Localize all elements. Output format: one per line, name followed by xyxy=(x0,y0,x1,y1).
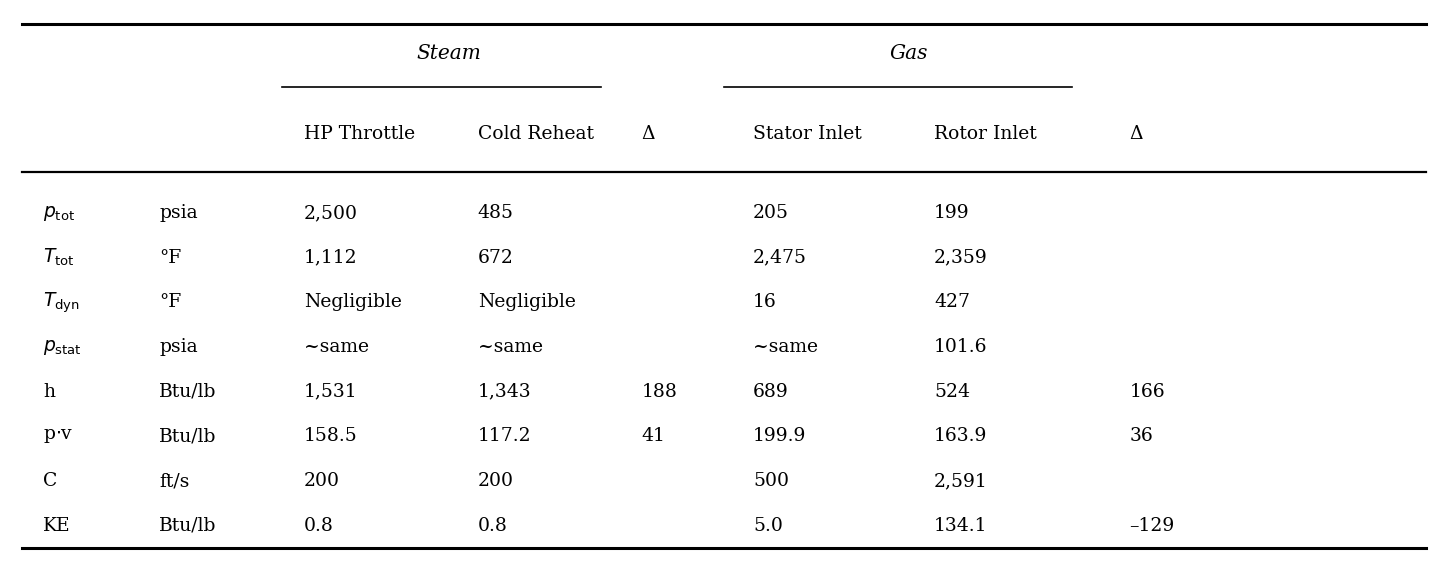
Text: ~same: ~same xyxy=(478,338,543,356)
Text: 2,500: 2,500 xyxy=(304,204,358,222)
Text: ~same: ~same xyxy=(753,338,818,356)
Text: 205: 205 xyxy=(753,204,789,222)
Text: ~same: ~same xyxy=(304,338,369,356)
Text: Cold Reheat: Cold Reheat xyxy=(478,125,594,143)
Text: KE: KE xyxy=(43,517,71,535)
Text: 2,475: 2,475 xyxy=(753,249,807,267)
Text: 134.1: 134.1 xyxy=(934,517,988,535)
Text: 485: 485 xyxy=(478,204,514,222)
Text: –129: –129 xyxy=(1129,517,1174,535)
Text: $p_\mathrm{stat}$: $p_\mathrm{stat}$ xyxy=(43,338,83,356)
Text: h: h xyxy=(43,383,55,401)
Text: 0.8: 0.8 xyxy=(478,517,508,535)
Text: 672: 672 xyxy=(478,249,514,267)
Text: 1,343: 1,343 xyxy=(478,383,531,401)
Text: p$\cdot$v: p$\cdot$v xyxy=(43,428,74,446)
Text: Steam: Steam xyxy=(417,44,481,63)
Text: 0.8: 0.8 xyxy=(304,517,334,535)
Text: $p_\mathrm{tot}$: $p_\mathrm{tot}$ xyxy=(43,204,75,223)
Text: psia: psia xyxy=(159,338,198,356)
Text: C: C xyxy=(43,472,58,490)
Text: Btu/lb: Btu/lb xyxy=(159,517,217,535)
Text: 2,359: 2,359 xyxy=(934,249,988,267)
Text: 200: 200 xyxy=(304,472,340,490)
Text: ft/s: ft/s xyxy=(159,472,190,490)
Text: Gas: Gas xyxy=(889,44,928,63)
Text: 188: 188 xyxy=(641,383,678,401)
Text: Negligible: Negligible xyxy=(478,293,576,311)
Text: 117.2: 117.2 xyxy=(478,428,531,446)
Text: 689: 689 xyxy=(753,383,789,401)
Text: 5.0: 5.0 xyxy=(753,517,783,535)
Text: 500: 500 xyxy=(753,472,789,490)
Text: Btu/lb: Btu/lb xyxy=(159,428,217,446)
Text: 2,591: 2,591 xyxy=(934,472,988,490)
Text: 36: 36 xyxy=(1129,428,1153,446)
Text: 1,531: 1,531 xyxy=(304,383,358,401)
Text: HP Throttle: HP Throttle xyxy=(304,125,416,143)
Text: $T_\mathrm{tot}$: $T_\mathrm{tot}$ xyxy=(43,247,75,268)
Text: 101.6: 101.6 xyxy=(934,338,988,356)
Text: 16: 16 xyxy=(753,293,776,311)
Text: 200: 200 xyxy=(478,472,514,490)
Text: 163.9: 163.9 xyxy=(934,428,988,446)
Text: 427: 427 xyxy=(934,293,970,311)
Text: 1,112: 1,112 xyxy=(304,249,358,267)
Text: Btu/lb: Btu/lb xyxy=(159,383,217,401)
Text: Δ: Δ xyxy=(1129,125,1142,143)
Text: 524: 524 xyxy=(934,383,970,401)
Text: Δ: Δ xyxy=(641,125,654,143)
Text: °F: °F xyxy=(159,249,181,267)
Text: 199.9: 199.9 xyxy=(753,428,807,446)
Text: Rotor Inlet: Rotor Inlet xyxy=(934,125,1037,143)
Text: 158.5: 158.5 xyxy=(304,428,358,446)
Text: psia: psia xyxy=(159,204,198,222)
Text: $T_\mathrm{dyn}$: $T_\mathrm{dyn}$ xyxy=(43,290,80,315)
Text: 199: 199 xyxy=(934,204,970,222)
Text: °F: °F xyxy=(159,293,181,311)
Text: Negligible: Negligible xyxy=(304,293,403,311)
Text: Stator Inlet: Stator Inlet xyxy=(753,125,862,143)
Text: 41: 41 xyxy=(641,428,665,446)
Text: 166: 166 xyxy=(1129,383,1166,401)
